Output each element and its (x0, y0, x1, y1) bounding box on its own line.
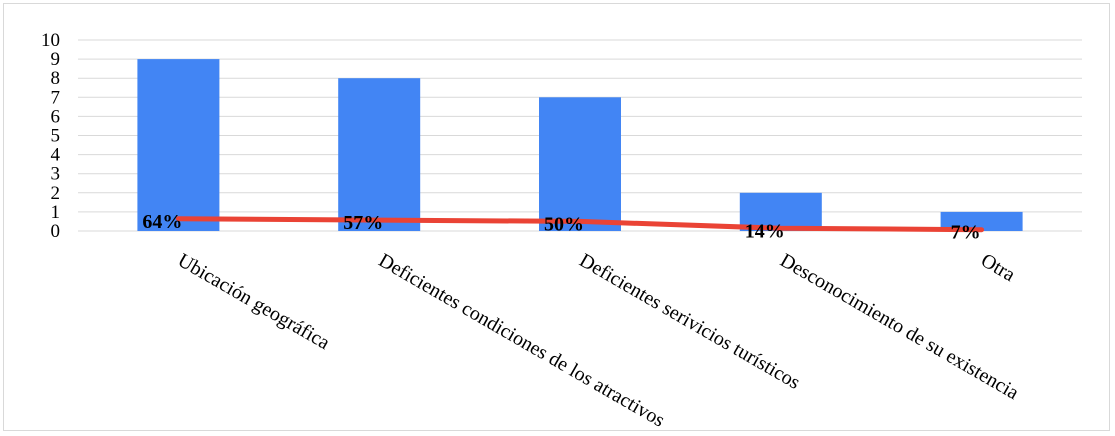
y-tick-label: 3 (51, 164, 61, 185)
percent-label: 14% (745, 220, 785, 242)
bar (539, 97, 621, 231)
bar (739, 192, 822, 231)
bar (137, 59, 220, 231)
category-label: Deficientes serivicios turísticos (576, 249, 805, 394)
y-tick-label: 1 (51, 202, 61, 223)
category-labels: Ubicación geográfica Deficientes condicio… (174, 249, 1023, 431)
y-tick-label: 0 (51, 221, 61, 242)
y-tick-label: 5 (51, 126, 61, 147)
bar-series (137, 59, 1023, 231)
bar (338, 78, 421, 231)
percent-label: 7% (951, 222, 981, 244)
y-tick-label: 10 (41, 30, 60, 51)
percent-label: 50% (544, 213, 584, 235)
category-label: Otra (977, 249, 1019, 286)
line-series (175, 216, 985, 233)
percent-label: 64% (142, 211, 182, 233)
percent-label: 57% (343, 212, 383, 234)
y-tick-label: 4 (51, 145, 61, 166)
y-tick-label: 2 (51, 183, 61, 204)
bar (940, 211, 1023, 231)
y-tick-label: 6 (51, 106, 61, 127)
y-tick-label: 7 (51, 87, 61, 108)
percent-data-labels: 64% 57% 50% 14% 7% (142, 211, 980, 244)
category-label: Ubicación geográfica (174, 249, 334, 354)
y-tick-label: 9 (51, 49, 61, 70)
y-tick-label: 8 (51, 68, 61, 89)
